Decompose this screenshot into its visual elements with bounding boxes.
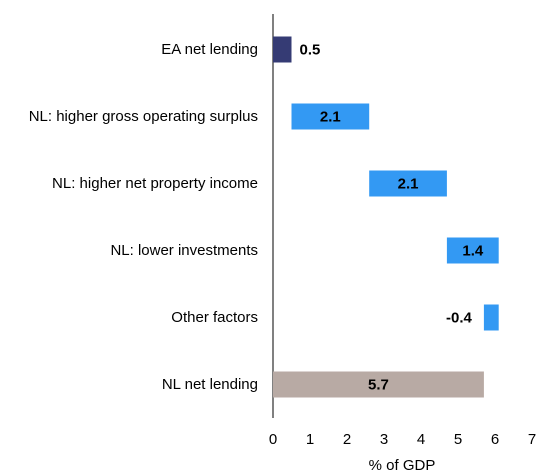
category-label: NL: lower investments [110,241,258,259]
category-label: NL: higher net property income [52,174,258,192]
bar [273,36,292,63]
value-label: 2.1 [398,175,419,192]
value-label: 1.4 [462,242,484,259]
x-tick-label: 4 [417,431,425,448]
bar [273,371,484,398]
value-label: 2.1 [320,108,341,125]
value-label: -0.4 [446,309,473,326]
category-label: EA net lending [161,40,258,58]
x-tick-label: 6 [491,431,499,448]
x-tick-label: 1 [306,431,314,448]
bar [291,103,370,130]
category-label: Other factors [171,308,258,326]
x-tick-label: 3 [380,431,388,448]
bar [446,237,499,264]
x-axis-label: % of GDP [369,457,436,474]
x-tick-label: 0 [269,431,277,448]
value-label: 0.5 [300,41,321,58]
category-label: NL: higher gross operating surplus [28,107,258,125]
x-tick-label: 7 [528,431,536,448]
bar [369,170,447,197]
category-label: NL net lending [161,375,258,393]
value-label: 5.7 [368,376,389,393]
x-tick-label: 2 [343,431,351,448]
bar [483,304,499,331]
x-tick-label: 5 [454,431,462,448]
